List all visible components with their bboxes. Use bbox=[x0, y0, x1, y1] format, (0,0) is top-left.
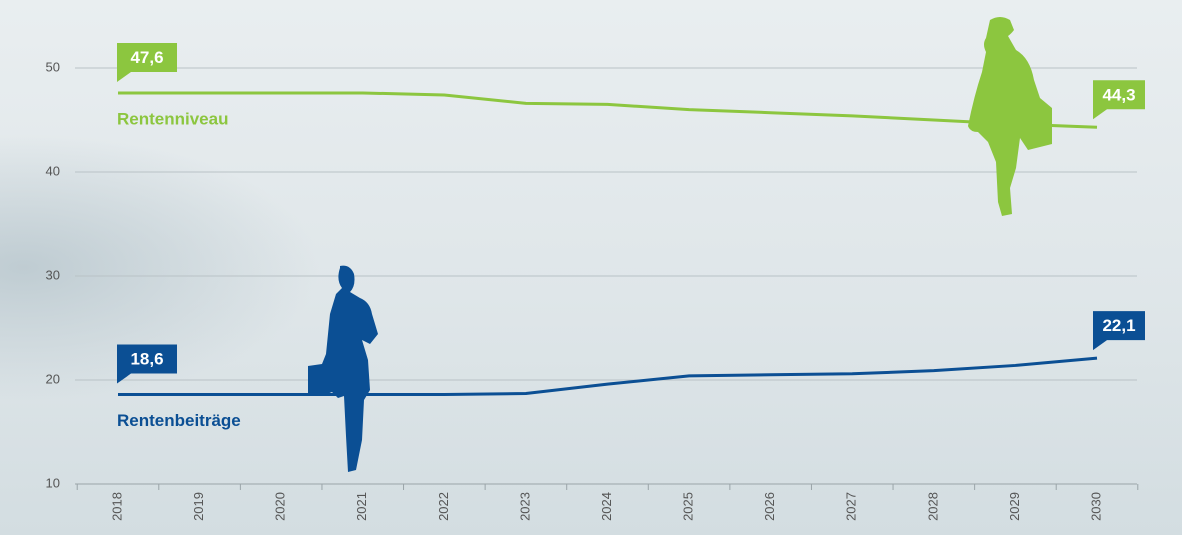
x-tick-label: 2022 bbox=[436, 492, 451, 521]
x-tick-label: 2025 bbox=[681, 492, 696, 521]
x-tick-label: 2018 bbox=[109, 492, 124, 521]
x-tick-label: 2024 bbox=[599, 492, 614, 521]
y-tick-label: 30 bbox=[46, 267, 60, 282]
x-tick-label: 2027 bbox=[844, 492, 859, 521]
y-tick-label: 50 bbox=[46, 59, 60, 74]
value-label: 47,6 bbox=[130, 48, 163, 67]
x-tick-label: 2028 bbox=[925, 492, 940, 521]
y-tick-label: 40 bbox=[46, 163, 60, 178]
series-label: Rentenbeiträge bbox=[117, 411, 241, 430]
y-tick-label: 10 bbox=[46, 475, 60, 490]
x-tick-label: 2023 bbox=[517, 492, 532, 521]
x-tick-label: 2030 bbox=[1088, 492, 1103, 521]
y-tick-label: 20 bbox=[46, 371, 60, 386]
value-label: 18,6 bbox=[130, 350, 163, 369]
value-label: 22,1 bbox=[1102, 316, 1135, 335]
chart: 1020304050201820192020202120222023202420… bbox=[0, 0, 1182, 535]
x-tick-label: 2029 bbox=[1007, 492, 1022, 521]
x-tick-label: 2021 bbox=[354, 492, 369, 521]
value-label: 44,3 bbox=[1102, 85, 1135, 104]
x-tick-label: 2020 bbox=[273, 492, 288, 521]
x-tick-label: 2026 bbox=[762, 492, 777, 521]
x-tick-label: 2019 bbox=[191, 492, 206, 521]
series-label: Rentenniveau bbox=[117, 109, 228, 128]
